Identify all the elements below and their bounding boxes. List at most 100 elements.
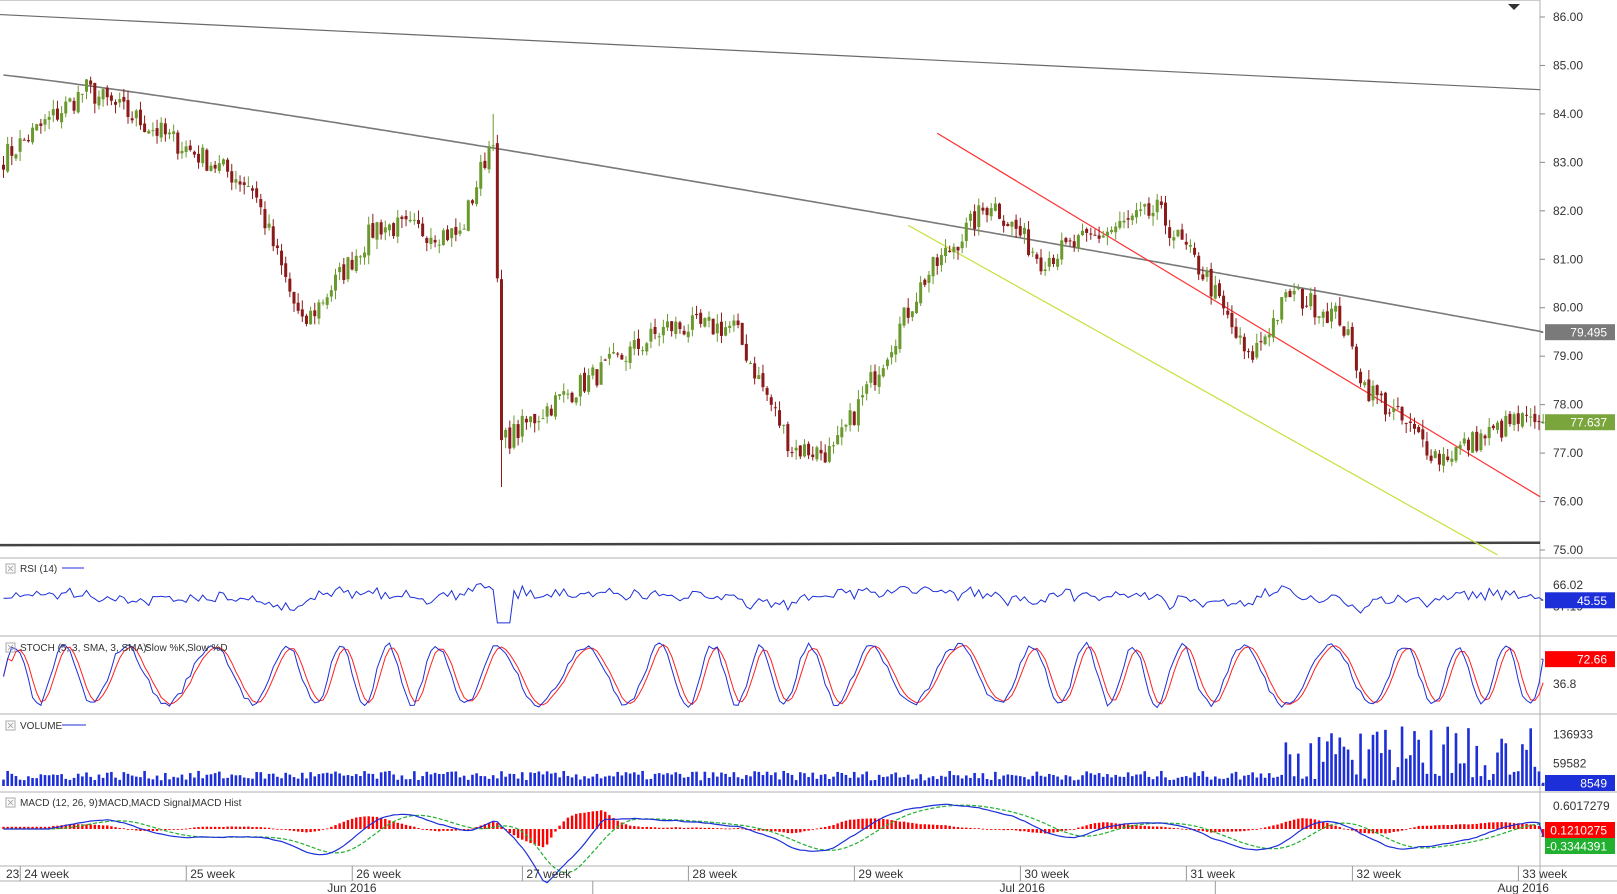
volume-bar-231: [960, 778, 964, 786]
candle-168: [699, 309, 703, 328]
macd-hist-bar-344: [1429, 825, 1433, 829]
volume-bar-310: [1288, 754, 1292, 786]
price-panel[interactable]: [0, 13, 1545, 556]
candle-238: [989, 203, 993, 221]
candle-192: [798, 445, 802, 460]
candle-204: [848, 403, 852, 432]
volume-bar-18: [76, 773, 80, 786]
candle-body: [1188, 245, 1192, 247]
macd-hist-bar-68: [284, 829, 287, 830]
volume-bar-39: [164, 772, 167, 786]
volume-bar-5: [22, 780, 26, 786]
candle-body: [1417, 426, 1421, 433]
volume-bar-44: [184, 779, 188, 786]
candle-89: [371, 213, 375, 239]
stoch-panel[interactable]: [3, 641, 1544, 709]
candle-body: [1483, 435, 1487, 439]
macd-hist-bar-277: [1151, 826, 1155, 829]
candle-229: [952, 243, 956, 260]
candle-body: [861, 395, 865, 398]
macd-hist-bar-322: [1338, 827, 1341, 829]
macd-hist-bar-7: [31, 826, 34, 829]
candle-247: [1027, 221, 1031, 257]
volume-bar-312: [1297, 753, 1300, 786]
candle-346: [1437, 449, 1441, 472]
candle-body: [819, 449, 823, 454]
candle-body: [674, 321, 678, 335]
volume-bar-88: [367, 773, 370, 786]
collapse-arrow-icon[interactable]: [1508, 4, 1520, 10]
macd-hist-bar-221: [919, 824, 922, 829]
volume-bar-167: [695, 771, 698, 786]
volume-bar-139: [579, 779, 582, 786]
macd-legend: MACD,: [99, 798, 131, 809]
candle-body: [1363, 382, 1367, 386]
price-tick-label: 82.00: [1553, 204, 1583, 218]
macd-panel[interactable]: [2, 803, 1545, 884]
volume-bar-265: [1101, 776, 1105, 786]
candle-body: [1512, 414, 1516, 426]
candle-body: [570, 392, 574, 403]
volume-legend-icon: [5, 720, 16, 731]
volume-bar-173: [720, 772, 723, 786]
volume-bar-176: [732, 772, 736, 786]
macd-hist-bar-144: [599, 810, 603, 829]
macd-hist-bar-84: [350, 818, 354, 829]
candle-276: [1147, 197, 1151, 219]
macd-hist-bar-358: [1488, 822, 1491, 829]
candle-body: [417, 220, 420, 224]
candle-134: [558, 394, 562, 400]
candle-body: [1209, 268, 1213, 297]
volume-bar-303: [1259, 773, 1263, 786]
candle-body: [865, 384, 869, 394]
rsi-panel[interactable]: [3, 583, 1544, 624]
macd-hist-bar-23: [97, 825, 101, 829]
volume-bar-152: [633, 772, 636, 786]
volume-bar-336: [1396, 767, 1400, 786]
volume-bar-240: [998, 779, 1001, 786]
candle-61: [255, 181, 259, 203]
rsi-line: [3, 583, 1544, 624]
candle-344: [1429, 449, 1433, 464]
candle-36: [151, 122, 155, 137]
candle-body: [1429, 455, 1433, 461]
candle-249: [1035, 252, 1039, 264]
macd-hist-bar-332: [1380, 829, 1383, 834]
candle-331: [1375, 384, 1379, 405]
candle-body: [1479, 433, 1483, 451]
macd-hist-bar-25: [106, 825, 109, 829]
candle-body: [47, 116, 51, 120]
macd-hist-bar-334: [1388, 829, 1391, 833]
macd-hist-bar-35: [147, 829, 150, 831]
macd-hist-bar-152: [633, 826, 636, 829]
candle-body: [350, 259, 354, 270]
macd-hist-bar-187: [778, 829, 781, 832]
volume-bar-42: [176, 777, 180, 786]
candle-219: [910, 310, 914, 322]
candle-body: [1520, 413, 1524, 427]
volume-bar-284: [1180, 776, 1184, 786]
legend-layer: RSI (14)STOCH (5, 3, SMA, 3, SMA):Slow %…: [5, 563, 242, 809]
candle-321: [1334, 302, 1338, 319]
macd-hist-bar-210: [873, 818, 877, 829]
volume-bar-325: [1350, 759, 1354, 786]
volume-bar-317: [1317, 737, 1321, 786]
volume-panel[interactable]: [2, 726, 1545, 786]
volume-bar-109: [454, 771, 458, 786]
rsi-legend-label: RSI (14): [20, 564, 57, 575]
volume-bar-146: [608, 775, 611, 786]
candle-body: [1408, 421, 1412, 423]
volume-bar-6: [27, 776, 30, 786]
macd-hist-bar-263: [1093, 823, 1097, 829]
macd-hist-bar-145: [604, 811, 607, 829]
macd-hist-bar-1: [6, 826, 9, 829]
candle-body: [761, 373, 765, 388]
candle-body: [159, 122, 163, 138]
candle-165: [686, 324, 690, 343]
candle-250: [1039, 249, 1043, 275]
volume-bar-138: [574, 774, 578, 786]
candle-85: [354, 249, 358, 274]
candle-339: [1408, 413, 1412, 432]
volume-bar-367: [1525, 749, 1528, 786]
